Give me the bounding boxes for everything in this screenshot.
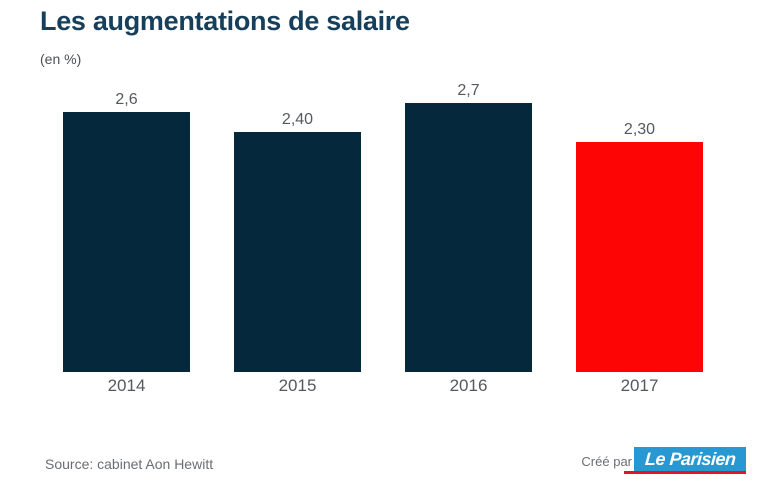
leparisien-logo-text: Le Parisien	[644, 448, 736, 469]
value-label-2017: 2,30	[623, 121, 656, 139]
leparisien-logo: Le Parisien	[624, 447, 746, 474]
value-label-2016: 2,7	[457, 82, 480, 99]
bar-group-2014: 2,6	[63, 82, 190, 372]
value-label-2015: 2,40	[281, 111, 314, 129]
bar-group-2017: 2,30	[576, 82, 703, 372]
bar-2014	[63, 112, 190, 372]
bar-chart: 2,6 2,40 2,7 2,30	[63, 82, 703, 372]
credit-block: Créé par Le Parisien	[581, 444, 746, 474]
bar-2017	[576, 142, 703, 372]
x-label-2016: 2016	[449, 376, 488, 395]
x-axis-labels: 2014 2015 2016 2017	[63, 376, 703, 396]
bar-2016	[405, 102, 532, 372]
leparisien-logo-underline	[624, 471, 746, 474]
chart-subtitle: (en %)	[40, 51, 82, 67]
bar-2015	[234, 132, 361, 372]
credit-text: Créé par	[581, 454, 632, 469]
x-label-2015: 2015	[278, 376, 317, 395]
page-title: Les augmentations de salaire	[40, 6, 410, 36]
bar-group-2015: 2,40	[234, 82, 361, 372]
leparisien-logo-box: Le Parisien	[634, 447, 746, 471]
bar-group-2016: 2,7	[405, 82, 532, 372]
value-label-2014: 2,6	[115, 91, 138, 109]
x-label-2014: 2014	[107, 376, 146, 395]
source-note: Source: cabinet Aon Hewitt	[45, 456, 214, 472]
x-label-2017: 2017	[620, 376, 659, 395]
